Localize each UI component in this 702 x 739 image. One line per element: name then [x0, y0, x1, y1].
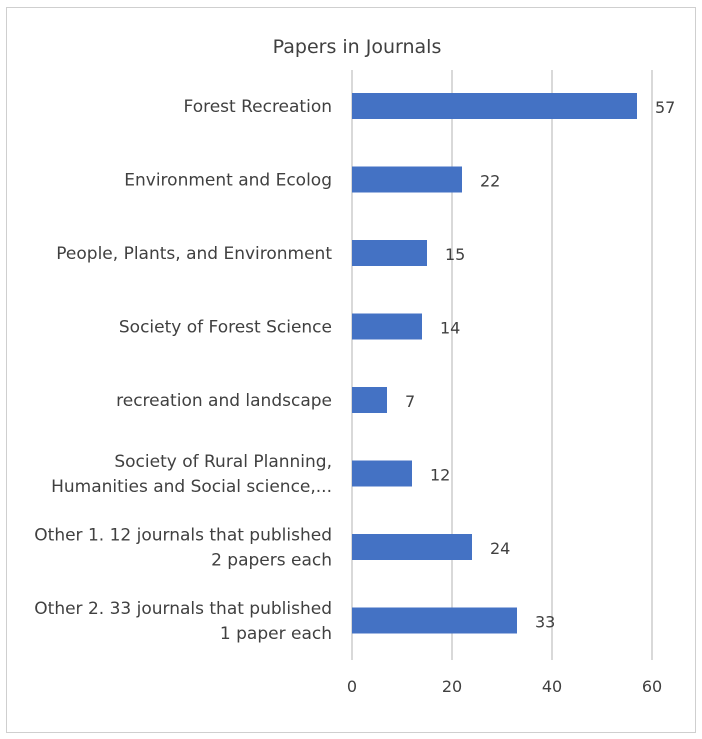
data-label: 15: [445, 245, 465, 264]
data-label: 22: [480, 172, 500, 191]
bar: [352, 607, 517, 634]
bar: [352, 240, 427, 266]
bar: [352, 93, 637, 119]
category-label: People, Plants, and Environment: [56, 244, 332, 264]
category-label: Other 1. 12 journals that published 2 pap…: [34, 526, 332, 571]
category-label: recreation and landscape: [116, 391, 332, 411]
bar: [352, 534, 472, 560]
category-label: Society of Rural Planning, Humanities and…: [51, 452, 332, 497]
data-label: 24: [490, 539, 510, 558]
data-label: 12: [430, 466, 450, 485]
x-tick-label: 40: [542, 677, 562, 696]
data-label: 33: [535, 613, 555, 632]
bar: [352, 313, 422, 340]
data-label: 57: [655, 98, 675, 117]
data-label: 14: [440, 319, 460, 338]
category-label: Forest Recreation: [184, 97, 332, 117]
x-tick-label: 60: [642, 677, 662, 696]
category-label: Other 2. 33 journals that published 1 pap…: [34, 599, 332, 644]
x-tick-label: 0: [347, 677, 357, 696]
category-label: Environment and Ecolog: [124, 171, 332, 191]
bar: [352, 166, 462, 193]
bar: [352, 460, 412, 487]
category-label: Society of Forest Science: [119, 318, 332, 338]
bar: [352, 387, 387, 413]
x-tick-label: 20: [442, 677, 462, 696]
chart-title: Papers in Journals: [272, 36, 442, 58]
data-label: 7: [405, 392, 415, 411]
